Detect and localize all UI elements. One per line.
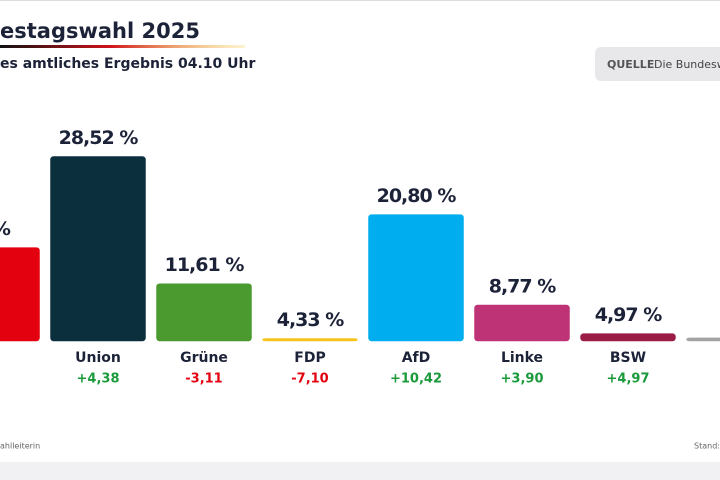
bar bbox=[154, 281, 254, 343]
bar bbox=[684, 336, 720, 343]
value-label: 4,33 % bbox=[277, 309, 344, 331]
footer-left: ahlleiterin bbox=[0, 442, 40, 451]
title-rule bbox=[0, 45, 245, 48]
footer-right: Stand: 2 bbox=[694, 442, 720, 451]
bottom-band bbox=[0, 462, 720, 480]
value-label: 4,97 % bbox=[595, 304, 662, 326]
value-label: 8,77 % bbox=[489, 276, 556, 298]
value-label: 1 % bbox=[0, 218, 11, 240]
category-label: BSW bbox=[610, 350, 646, 366]
change-label: -7,10 bbox=[291, 372, 328, 387]
source-box bbox=[595, 47, 720, 81]
bar bbox=[0, 245, 42, 343]
bar bbox=[48, 154, 148, 343]
subtitle: es amtliches Ergebnis 04.10 Uhr bbox=[0, 56, 255, 72]
category-label: Union bbox=[75, 350, 121, 366]
bar bbox=[366, 212, 466, 343]
value-label: 11,61 % bbox=[165, 254, 245, 276]
value-label: 20,80 % bbox=[377, 185, 457, 207]
change-label: +4,97 bbox=[607, 372, 650, 387]
value-label: 28,52 % bbox=[59, 127, 139, 149]
category-label: AfD bbox=[402, 350, 431, 366]
change-label: +3,90 bbox=[501, 372, 544, 387]
change-label: +4,38 bbox=[77, 372, 120, 387]
title: estagswahl 2025 bbox=[0, 19, 200, 43]
bar bbox=[472, 303, 572, 343]
source-label: QUELLE bbox=[607, 58, 654, 71]
category-label: FDP bbox=[294, 350, 325, 366]
bar bbox=[578, 331, 678, 343]
change-label: -3,11 bbox=[185, 372, 222, 387]
bar bbox=[260, 336, 360, 343]
category-label: Linke bbox=[501, 350, 543, 366]
change-label: +10,42 bbox=[390, 372, 442, 387]
source: Die Bundesw bbox=[654, 58, 720, 71]
category-label: Grüne bbox=[180, 350, 228, 366]
